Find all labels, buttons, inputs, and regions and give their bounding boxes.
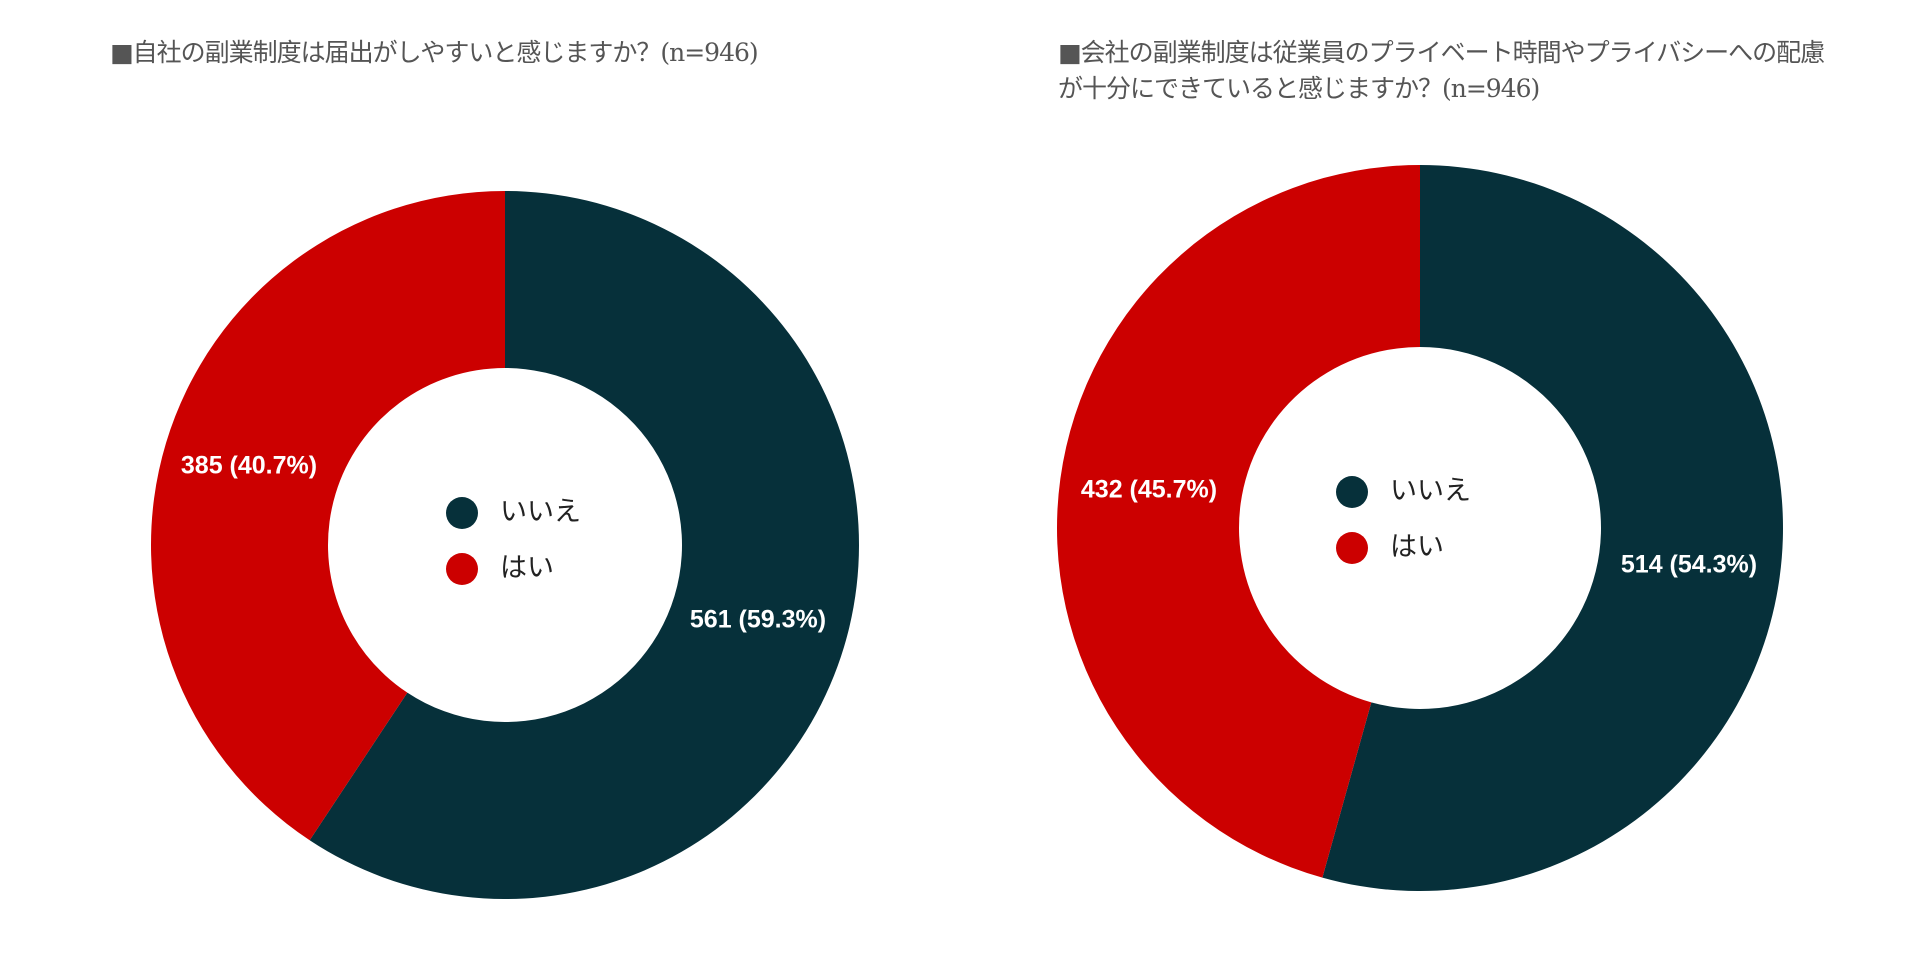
chart-1-legend-label-0: いいえ [500, 497, 581, 528]
chart-2-slice-0 [1322, 165, 1783, 891]
chart-1-data-label-1: 385 (40.7%) [181, 452, 317, 480]
chart-2-legend-marker-1 [1336, 532, 1368, 564]
chart-2-legend-label-0: いいえ [1390, 476, 1471, 507]
chart-2-data-label-1: 432 (45.7%) [1081, 476, 1217, 504]
chart-1-data-label-0: 561 (59.3%) [690, 606, 826, 634]
chart-1-slice-0 [309, 191, 860, 899]
chart-1-slice-1 [151, 191, 505, 841]
chart-1-legend-marker-0 [446, 497, 478, 529]
chart-2-legend-label-1: はい [1390, 532, 1444, 563]
chart-1-legend-marker-1 [446, 553, 478, 585]
chart-2-title: ■会社の副業制度は従業員のプライベート時間やプライバシーへの配慮が十分にできてい… [1058, 38, 1825, 103]
chart-1-title: ■自社の副業制度は届出がしやすいと感じますか？(n=946) [110, 38, 759, 67]
chart-2-data-label-0: 514 (54.3%) [1621, 551, 1757, 579]
chart-1-legend-label-1: はい [500, 553, 554, 584]
chart-2-legend-marker-0 [1336, 476, 1368, 508]
chart-2-slice-1 [1056, 165, 1420, 878]
